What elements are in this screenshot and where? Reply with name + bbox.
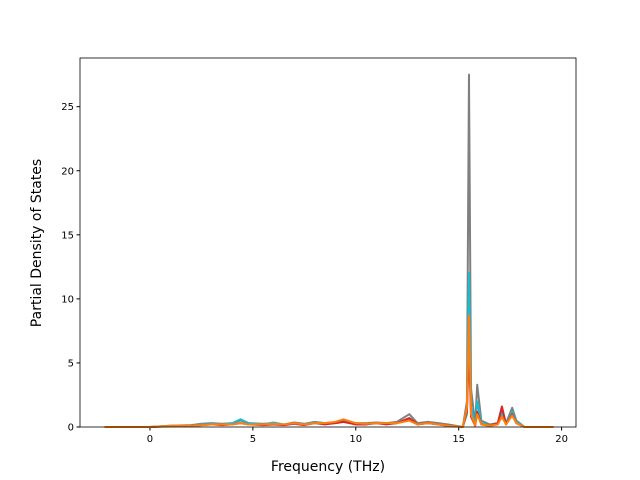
y-axis-label: Partial Density of States <box>29 159 45 327</box>
plot-frame <box>79 57 577 428</box>
x-tick-label: 0 <box>147 434 153 445</box>
series-line <box>104 314 554 428</box>
y-tick-label: 20 <box>61 166 74 177</box>
y-tick-label: 15 <box>61 230 74 241</box>
x-tick-label: 15 <box>452 434 465 445</box>
y-tick-label: 10 <box>61 294 74 305</box>
y-tick-label: 0 <box>68 423 74 434</box>
x-tick-label: 5 <box>250 434 256 445</box>
x-tick-label: 10 <box>349 434 362 445</box>
y-tick-label: 5 <box>68 358 74 369</box>
x-axis-label: Frequency (THz) <box>271 459 385 475</box>
x-tick-label: 20 <box>555 434 568 445</box>
y-tick-label: 25 <box>61 102 74 113</box>
